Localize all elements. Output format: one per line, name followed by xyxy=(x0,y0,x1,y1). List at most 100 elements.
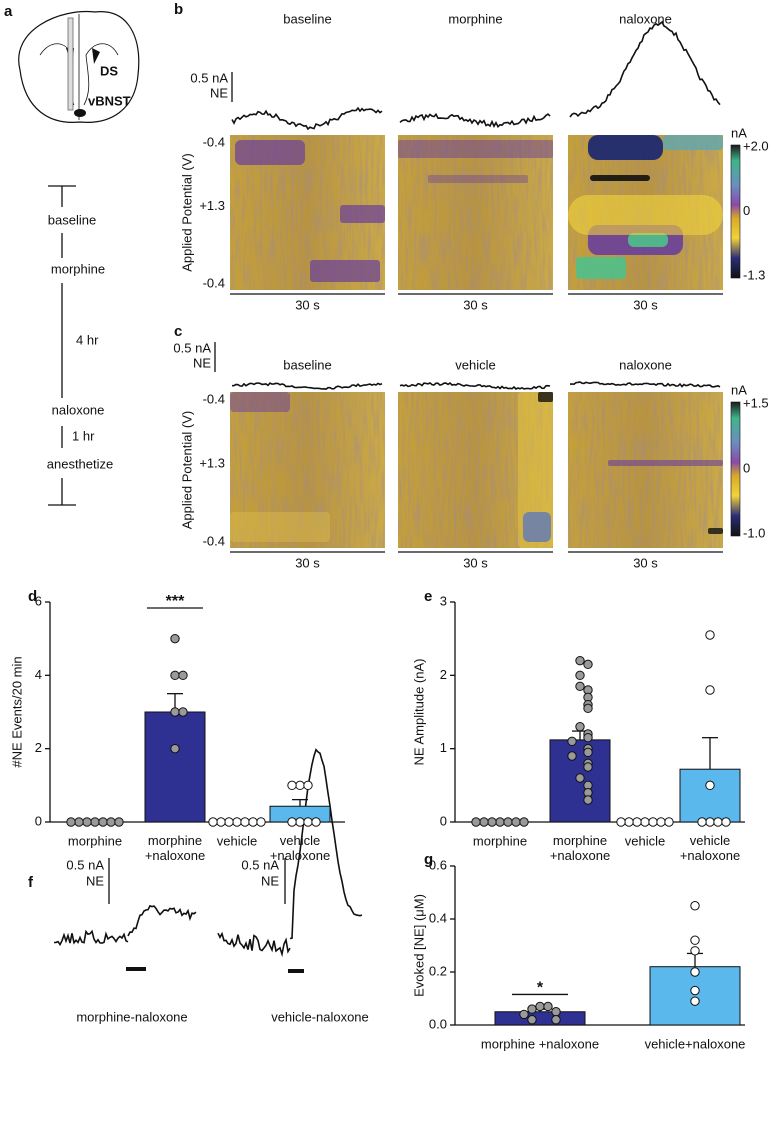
scale-label: NE xyxy=(210,85,228,100)
data-point xyxy=(295,780,305,791)
data-point xyxy=(697,817,707,827)
trace-label: vehicle-naloxone xyxy=(271,1009,369,1024)
data-point xyxy=(208,817,218,827)
timeline-label: morphine xyxy=(51,261,105,276)
data-point xyxy=(503,817,513,827)
data-point xyxy=(551,1007,561,1017)
trace xyxy=(217,931,291,958)
data-point xyxy=(170,633,180,644)
trace xyxy=(53,929,129,947)
data-point xyxy=(656,817,666,827)
data-point xyxy=(295,817,305,827)
y-tick-label: -0.4 xyxy=(203,533,225,548)
y-tick-label: 0 xyxy=(440,813,447,828)
data-point xyxy=(575,721,585,732)
column-title: morphine xyxy=(448,11,502,26)
column-title: baseline xyxy=(283,357,331,372)
data-point xyxy=(471,817,481,827)
data-point xyxy=(178,707,188,717)
data-point xyxy=(583,659,593,670)
heatmap-feature xyxy=(230,392,290,412)
y-tick-label: 2 xyxy=(35,740,42,755)
scale-label: 0.5 nA xyxy=(173,340,211,355)
data-point xyxy=(705,817,715,827)
heatmap-feature xyxy=(310,260,380,282)
heatmap-feature xyxy=(588,135,663,160)
data-point xyxy=(170,707,180,717)
timeline-label: naloxone xyxy=(52,402,105,417)
scale-label: 0.5 nA xyxy=(241,857,279,872)
column-title: naloxone xyxy=(619,357,672,372)
data-point xyxy=(519,1009,529,1020)
x-tick-label: vehicle xyxy=(217,833,257,848)
data-point xyxy=(543,1001,553,1012)
x-tick-label: vehicle xyxy=(625,833,665,848)
scale-label: NE xyxy=(86,873,104,888)
column-title: baseline xyxy=(283,11,331,26)
data-point xyxy=(690,935,700,945)
colorbar-tick-label: 0 xyxy=(743,460,750,475)
panel-label: g xyxy=(424,851,433,868)
data-point xyxy=(583,747,593,758)
heatmap-feature xyxy=(708,528,723,534)
data-point xyxy=(216,817,226,827)
colorbar-tick-label: +2.0 xyxy=(743,138,769,153)
data-point xyxy=(170,743,180,754)
data-point xyxy=(583,762,593,772)
trace xyxy=(569,381,721,388)
time-label: 30 s xyxy=(633,297,658,312)
y-axis-label: Evoked [NE] (μM) xyxy=(411,894,426,997)
data-point xyxy=(256,817,266,827)
trace xyxy=(127,904,197,937)
data-point xyxy=(690,901,700,911)
heatmap-feature xyxy=(538,392,553,402)
data-point xyxy=(690,996,700,1006)
data-point xyxy=(705,685,715,695)
y-tick-label: -0.4 xyxy=(203,275,225,290)
y-tick-label: +1.3 xyxy=(199,198,225,213)
data-point xyxy=(690,946,700,956)
x-tick-label: vehicle+naloxone xyxy=(270,833,330,863)
data-point xyxy=(690,985,700,996)
data-point xyxy=(575,670,585,681)
region-label: vBNST xyxy=(88,93,131,108)
data-point xyxy=(106,817,116,827)
data-point xyxy=(114,817,124,827)
column-title: naloxone xyxy=(619,11,672,26)
y-tick-label: 4 xyxy=(35,667,42,682)
heatmap-feature xyxy=(590,175,650,181)
data-point xyxy=(287,780,297,791)
scale-label: NE xyxy=(261,873,279,888)
bar xyxy=(144,711,206,823)
y-tick-label: 0 xyxy=(35,813,42,828)
x-tick-label: morphine +naloxone xyxy=(145,833,205,863)
data-point xyxy=(311,817,321,827)
data-point xyxy=(632,817,642,827)
y-tick-label: 3 xyxy=(440,593,447,608)
data-point xyxy=(575,681,585,692)
data-point xyxy=(705,630,715,640)
heatmap-feature xyxy=(628,233,668,247)
x-tick-label: morphine +naloxone xyxy=(481,1036,599,1051)
data-point xyxy=(527,1004,537,1014)
data-point xyxy=(303,817,313,827)
colorbar-tick-label: -1.0 xyxy=(743,525,765,540)
data-point xyxy=(713,817,723,827)
y-tick-label: 2 xyxy=(440,667,447,682)
heatmap-feature xyxy=(230,512,330,542)
timeline-label: 1 hr xyxy=(72,428,95,443)
data-point xyxy=(583,732,593,743)
heatmap-feature xyxy=(428,175,528,183)
x-tick-label: morphine xyxy=(473,833,527,848)
heatmap-feature xyxy=(576,257,626,279)
scale-label: NE xyxy=(193,355,211,370)
x-tick-label: morphine xyxy=(68,833,122,848)
data-point xyxy=(82,817,92,827)
data-point xyxy=(583,795,593,805)
trace xyxy=(569,20,721,118)
data-point xyxy=(721,817,731,827)
y-tick-label: 0.6 xyxy=(429,857,447,872)
trace xyxy=(289,748,363,940)
y-tick-label: -0.4 xyxy=(203,134,225,149)
